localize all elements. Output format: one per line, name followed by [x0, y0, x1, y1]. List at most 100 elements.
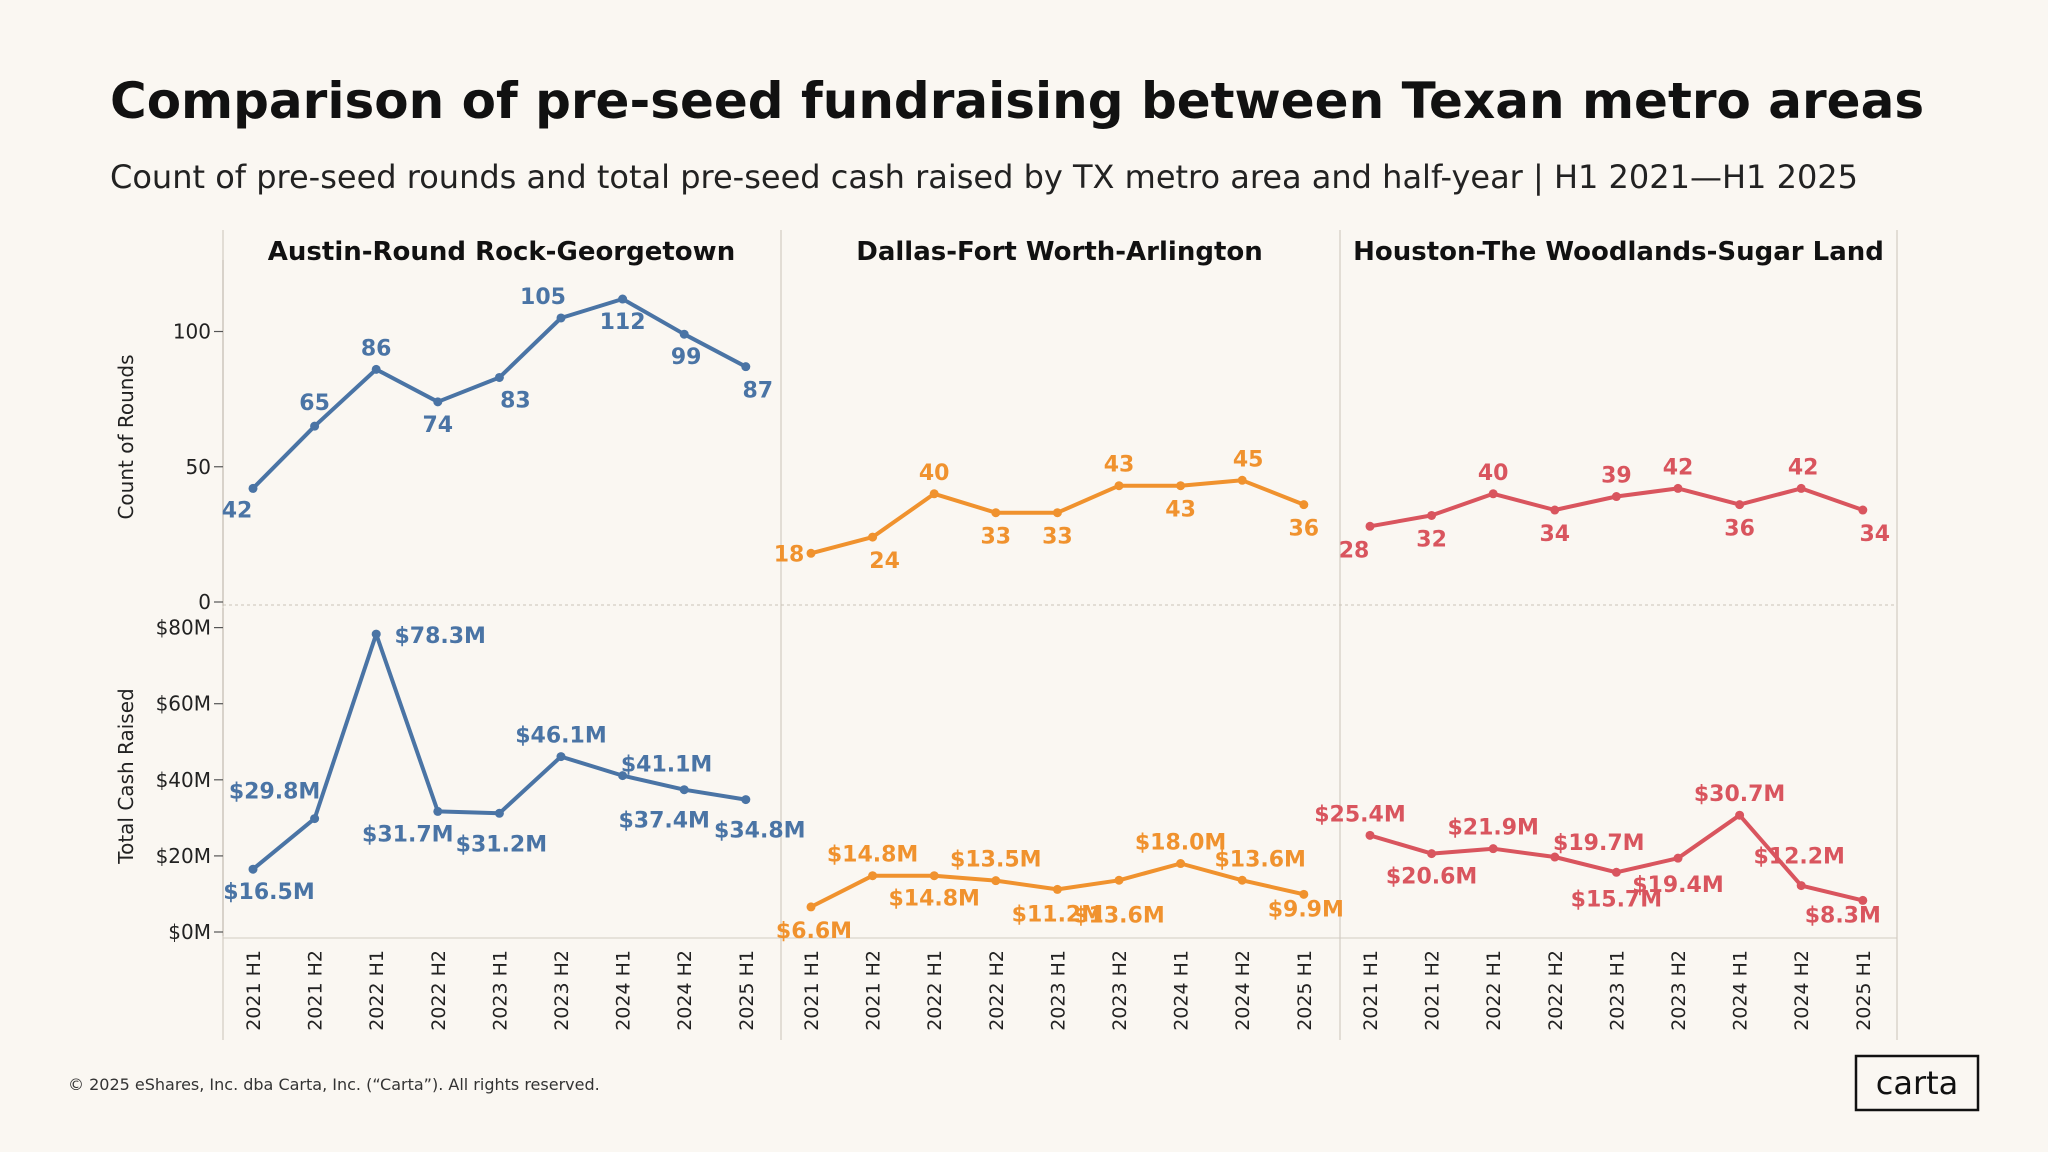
- cash-data-point: [1427, 849, 1437, 859]
- cash-data-label: $34.8M: [714, 819, 805, 844]
- rounds-data-label: 42: [1663, 455, 1694, 480]
- y-tick-label: $60M: [156, 692, 211, 716]
- rounds-data-label: 34: [1539, 522, 1570, 547]
- rounds-data-label: 36: [1724, 517, 1755, 542]
- x-tick-label: 2023 H2: [1109, 950, 1131, 1031]
- rounds-data-label: 36: [1288, 517, 1319, 542]
- cash-data-point: [494, 808, 504, 818]
- rounds-data-point: [1237, 475, 1247, 485]
- cash-data-label: $31.2M: [456, 832, 547, 857]
- x-tick-label: 2024 H1: [613, 950, 635, 1031]
- cash-data-point: [618, 771, 628, 781]
- x-tick-label: 2023 H1: [489, 950, 511, 1031]
- cash-data-label: $19.7M: [1553, 831, 1644, 856]
- cash-data-point: [929, 871, 939, 881]
- cash-data-label: $14.8M: [827, 843, 918, 868]
- cash-data-point: [1365, 830, 1375, 840]
- cash-data-point: [1673, 853, 1683, 863]
- cash-data-point: [1052, 884, 1062, 894]
- cash-data-label: $25.4M: [1314, 802, 1405, 827]
- rounds-data-point: [618, 294, 628, 304]
- x-tick-label: 2022 H2: [428, 950, 450, 1031]
- rounds-data-label: 112: [600, 310, 646, 335]
- cash-data-point: [248, 864, 258, 874]
- cash-data-point: [1176, 859, 1186, 869]
- cash-data-label: $21.9M: [1447, 816, 1538, 841]
- rounds-data-point: [929, 489, 939, 499]
- rounds-data-point: [1365, 521, 1375, 531]
- y-tick-label: $40M: [156, 768, 211, 792]
- rounds-data-label: 99: [671, 345, 702, 370]
- cash-data-label: $37.4M: [618, 809, 709, 834]
- rounds-data-label: 33: [980, 525, 1011, 550]
- x-tick-label: 2023 H2: [551, 950, 573, 1031]
- cash-data-label: $6.6M: [776, 919, 852, 944]
- cash-data-point: [868, 871, 878, 881]
- cash-data-label: $13.5M: [950, 848, 1041, 873]
- cash-data-point: [1237, 875, 1247, 885]
- rounds-data-point: [991, 508, 1001, 518]
- x-tick-label: 2023 H1: [1047, 950, 1069, 1031]
- x-tick-label: 2025 H1: [736, 950, 758, 1031]
- cash-data-label: $20.6M: [1386, 865, 1477, 890]
- y-axis-title: Count of Rounds: [114, 354, 138, 519]
- panel-title: Houston-The Woodlands-Sugar Land: [1353, 237, 1884, 267]
- rounds-data-point: [1550, 505, 1560, 515]
- cash-data-point: [433, 806, 443, 816]
- rounds-data-label: 43: [1104, 453, 1135, 478]
- rounds-data-label: 74: [422, 413, 453, 438]
- cash-data-point: [1611, 867, 1621, 877]
- cash-data-point: [806, 902, 816, 912]
- rounds-data-point: [868, 532, 878, 542]
- cash-data-point: [679, 785, 689, 795]
- rounds-data-label: 42: [222, 498, 253, 523]
- y-axis-title: Total Cash Raised: [114, 688, 138, 864]
- rounds-data-point: [494, 372, 504, 382]
- cash-data-point: [1858, 895, 1868, 905]
- cash-data-label: $19.4M: [1632, 873, 1723, 898]
- x-tick-label: 2021 H2: [1422, 950, 1444, 1031]
- x-tick-label: 2023 H1: [1606, 950, 1628, 1031]
- carta-logo[interactable]: carta: [1854, 1054, 1980, 1112]
- rounds-data-label: 42: [1788, 455, 1819, 480]
- rounds-data-label: 39: [1601, 464, 1632, 489]
- rounds-data-label: 86: [361, 336, 392, 361]
- rounds-data-point: [248, 483, 258, 493]
- x-tick-label: 2021 H2: [863, 950, 885, 1031]
- rounds-data-label: 18: [774, 542, 805, 567]
- chart-axes: Austin-Round Rock-Georgetown Dallas-Fort …: [114, 237, 1884, 1031]
- panel-title: Dallas-Fort Worth-Arlington: [856, 237, 1263, 267]
- rounds-data-label: 83: [500, 388, 531, 413]
- x-tick-label: 2025 H1: [1294, 950, 1316, 1031]
- x-tick-label: 2024 H2: [1232, 950, 1254, 1031]
- cash-data-label: $11.2M: [1012, 902, 1103, 927]
- cash-data-point: [371, 629, 381, 639]
- x-tick-label: 2021 H2: [305, 950, 327, 1031]
- rounds-data-label: 65: [299, 391, 330, 416]
- rounds-data-point: [741, 362, 751, 372]
- cash-data-label: $41.1M: [621, 753, 712, 778]
- cash-data-label: $30.7M: [1694, 782, 1785, 807]
- x-tick-label: 2021 H1: [801, 950, 823, 1031]
- rounds-data-point: [806, 548, 816, 558]
- cash-data-label: $29.8M: [229, 780, 320, 805]
- rounds-data-point: [433, 397, 443, 407]
- rounds-data-label: 40: [919, 461, 950, 486]
- carta-logo-frame: [1854, 1054, 1980, 1112]
- cash-data-point: [1796, 881, 1806, 891]
- rounds-data-point: [1114, 481, 1124, 491]
- cash-data-label: $14.8M: [888, 887, 979, 912]
- cash-data-label: $16.5M: [223, 880, 314, 905]
- x-tick-label: 2024 H1: [1171, 950, 1193, 1031]
- x-tick-label: 2023 H2: [1668, 950, 1690, 1031]
- cash-data-label: $15.7M: [1571, 887, 1662, 912]
- x-tick-label: 2024 H1: [1730, 950, 1752, 1031]
- cash-data-point: [556, 752, 566, 762]
- rounds-data-label: 28: [1339, 538, 1370, 563]
- cash-data-point: [1299, 889, 1309, 899]
- x-tick-label: 2022 H1: [366, 950, 388, 1031]
- rounds-data-label: 87: [742, 379, 773, 404]
- cash-data-label: $46.1M: [515, 724, 606, 749]
- cash-data-label: $9.9M: [1268, 897, 1344, 922]
